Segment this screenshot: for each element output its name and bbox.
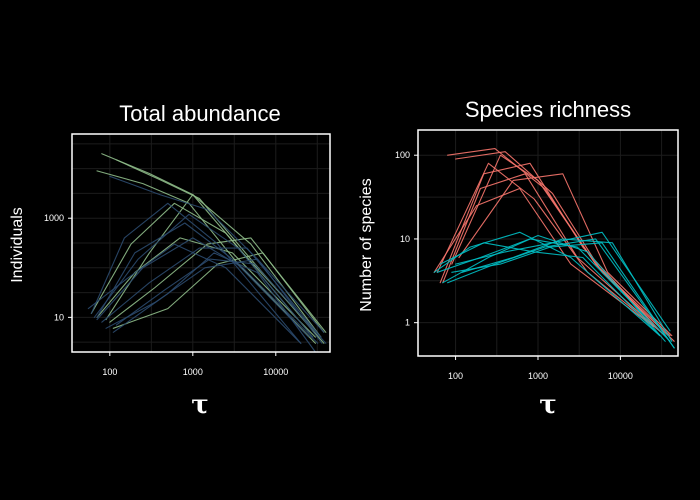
plot-frame xyxy=(417,129,679,357)
series-line-6 xyxy=(458,173,673,337)
grid xyxy=(418,130,678,356)
series-line-15 xyxy=(87,243,302,344)
series-line-11 xyxy=(90,202,302,344)
plot-frame xyxy=(71,133,331,353)
x-tick-label: 1000 xyxy=(528,371,548,381)
grid xyxy=(72,134,330,352)
series-line-9 xyxy=(447,238,675,349)
series-line-14 xyxy=(96,237,319,344)
series-line-7 xyxy=(105,194,322,338)
chart-title: Species richness xyxy=(465,97,631,122)
x-axis-label: τ xyxy=(191,390,209,420)
series-line-9 xyxy=(96,222,310,338)
panel-species-richness: Species richness Number of species τ 100… xyxy=(358,97,679,420)
y-tick-label: 100 xyxy=(395,150,410,160)
series-lines xyxy=(433,148,675,349)
y-tick-label: 1 xyxy=(405,318,410,328)
series-line-2 xyxy=(436,162,666,337)
x-tick-label: 100 xyxy=(448,371,463,381)
x-tick-label: 1000 xyxy=(183,367,203,377)
x-tick-label: 10000 xyxy=(608,371,633,381)
series-line-14 xyxy=(439,242,661,337)
series-line-7 xyxy=(439,162,661,332)
x-axis-label: τ xyxy=(539,390,557,420)
y-tick-label: 1000 xyxy=(44,213,64,223)
series-line-3 xyxy=(96,237,316,338)
series-line-10 xyxy=(101,247,322,338)
panel-total-abundance: Total abundance Individuals τ 100 1000 100… xyxy=(9,101,331,420)
x-tick-label: 100 xyxy=(102,367,117,377)
series-line-12 xyxy=(105,258,325,333)
y-axis-label: Individuals xyxy=(9,207,26,283)
series-line-16 xyxy=(115,258,327,344)
series-line-12 xyxy=(442,234,666,342)
series-line-17 xyxy=(93,213,314,338)
y-tick-label: 10 xyxy=(400,234,410,244)
y-axis-label: Number of species xyxy=(358,178,375,311)
series-line-13 xyxy=(451,242,675,349)
chart-title: Total abundance xyxy=(119,101,280,126)
series-line-13 xyxy=(112,252,316,353)
series-lines xyxy=(87,153,327,353)
series-line-15 xyxy=(461,238,673,342)
y-tick-label: 10 xyxy=(54,312,64,322)
x-tick-label: 10000 xyxy=(263,367,288,377)
